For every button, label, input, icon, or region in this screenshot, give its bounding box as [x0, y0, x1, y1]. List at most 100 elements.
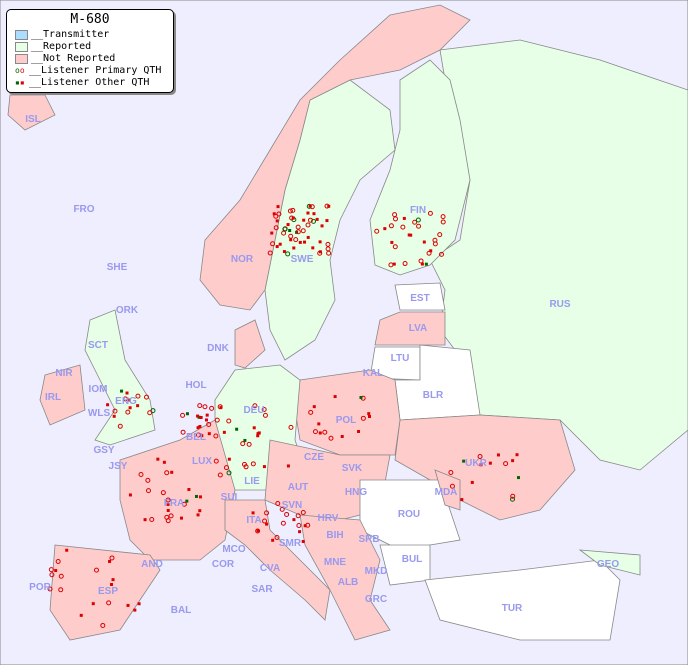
listener-primary-marker: [145, 477, 151, 483]
listener-primary-marker: [310, 218, 316, 224]
listener-other-marker: [205, 413, 209, 417]
listener-other-marker: [270, 231, 274, 235]
listener-primary-marker: [47, 586, 53, 592]
country-label-sct: SCT: [88, 340, 108, 351]
listener-other-marker: [383, 227, 387, 231]
country-label-bih: BIH: [326, 530, 343, 541]
listener-other-marker: [243, 438, 247, 442]
listener-primary-marker: [270, 241, 276, 247]
country-est: [394, 282, 446, 311]
listener-other-marker: [128, 406, 132, 410]
listener-other-marker: [292, 518, 296, 522]
listener-primary-marker: [415, 217, 421, 223]
listener-other-marker: [187, 487, 191, 491]
listener-other-marker: [179, 516, 183, 520]
country-label-cva: CVA: [260, 563, 280, 574]
listener-other-marker: [143, 518, 147, 522]
listener-primary-marker: [117, 423, 123, 429]
listener-primary-marker: [164, 470, 170, 476]
listener-other-marker: [256, 434, 260, 438]
listener-primary-marker: [426, 250, 432, 256]
listener-primary-marker: [261, 407, 267, 413]
country-label-fra: FRA: [164, 498, 185, 509]
listener-primary-marker: [58, 573, 64, 579]
country-label-bal: BAL: [171, 605, 192, 616]
listener-primary-marker: [168, 513, 174, 519]
listener-other-marker: [315, 217, 319, 221]
country-label-mda: MDA: [435, 487, 458, 498]
country-irl: [39, 364, 86, 426]
listener-other-marker: [460, 498, 464, 502]
listener-primary-marker: [275, 501, 281, 507]
listener-primary-marker: [282, 226, 288, 232]
listener-primary-marker: [252, 403, 258, 409]
legend-transmitter: __Transmitter: [7, 29, 173, 41]
country-label-mne: MNE: [324, 557, 347, 568]
filled-square-icon: ▪▪: [15, 78, 25, 87]
listener-other-marker: [516, 476, 520, 480]
legend-other-qth: ▪▪ __Listener Other QTH: [15, 77, 150, 88]
country-label-tur: TUR: [502, 603, 523, 614]
country-label-deu: DEU: [243, 405, 264, 416]
listener-primary-marker: [285, 251, 291, 257]
listener-other-marker: [166, 502, 170, 506]
listener-other-marker: [196, 513, 200, 517]
listener-other-marker: [276, 205, 280, 209]
country-tur: [424, 559, 621, 641]
listener-primary-marker: [295, 224, 301, 230]
listener-other-marker: [91, 602, 95, 606]
listener-primary-marker: [160, 490, 166, 496]
country-dnk: [234, 319, 266, 369]
listener-primary-marker: [440, 214, 446, 220]
listener-other-marker: [262, 465, 266, 469]
listener-primary-marker: [388, 223, 394, 229]
listener-primary-marker: [392, 212, 398, 218]
listener-other-marker: [110, 583, 114, 587]
listener-primary-marker: [138, 472, 144, 478]
open-circle-icon: oo: [15, 66, 25, 75]
listener-primary-marker: [273, 225, 279, 231]
country-label-esp: ESP: [98, 586, 118, 597]
listener-other-marker: [318, 250, 322, 254]
listener-other-marker: [496, 453, 500, 457]
listener-other-marker: [340, 434, 344, 438]
listener-primary-marker: [55, 559, 61, 565]
listener-other-marker: [407, 233, 411, 237]
country-label-ltu: LTU: [391, 353, 410, 364]
country-label-irl: IRL: [45, 392, 61, 403]
country-label-svn: SVN: [282, 500, 303, 511]
listener-primary-marker: [400, 224, 406, 230]
listener-primary-marker: [437, 232, 443, 238]
listener-other-marker: [390, 240, 394, 244]
legend-primary-qth: oo __Listener Primary QTH: [15, 65, 162, 76]
listener-primary-marker: [308, 409, 314, 415]
listener-primary-marker: [106, 600, 112, 606]
listener-primary-marker: [279, 506, 285, 512]
listener-other-marker: [65, 548, 69, 552]
listener-primary-marker: [150, 408, 156, 414]
country-label-bel: BEL: [186, 432, 206, 443]
listener-primary-marker: [243, 464, 249, 470]
listener-primary-marker: [145, 488, 151, 494]
listener-primary-marker: [305, 222, 311, 228]
listener-other-marker: [288, 228, 292, 232]
listener-primary-marker: [510, 493, 516, 499]
country-label-fro: FRO: [73, 204, 94, 215]
listener-primary-marker: [412, 219, 418, 225]
listener-primary-marker: [416, 223, 422, 229]
listener-other-marker: [318, 431, 322, 435]
swatch-icon: [15, 54, 28, 64]
listener-other-marker: [515, 453, 519, 457]
listener-other-marker: [265, 522, 269, 526]
country-ukr: [394, 414, 576, 521]
listener-other-marker: [257, 431, 261, 435]
country-label-cor: COR: [212, 559, 235, 570]
listener-other-marker: [166, 508, 170, 512]
listener-other-marker: [306, 211, 310, 215]
listener-primary-marker: [295, 229, 301, 235]
listener-other-marker: [108, 559, 112, 563]
listener-other-marker: [392, 262, 396, 266]
listener-primary-marker: [393, 216, 399, 222]
listener-primary-marker: [226, 470, 232, 476]
